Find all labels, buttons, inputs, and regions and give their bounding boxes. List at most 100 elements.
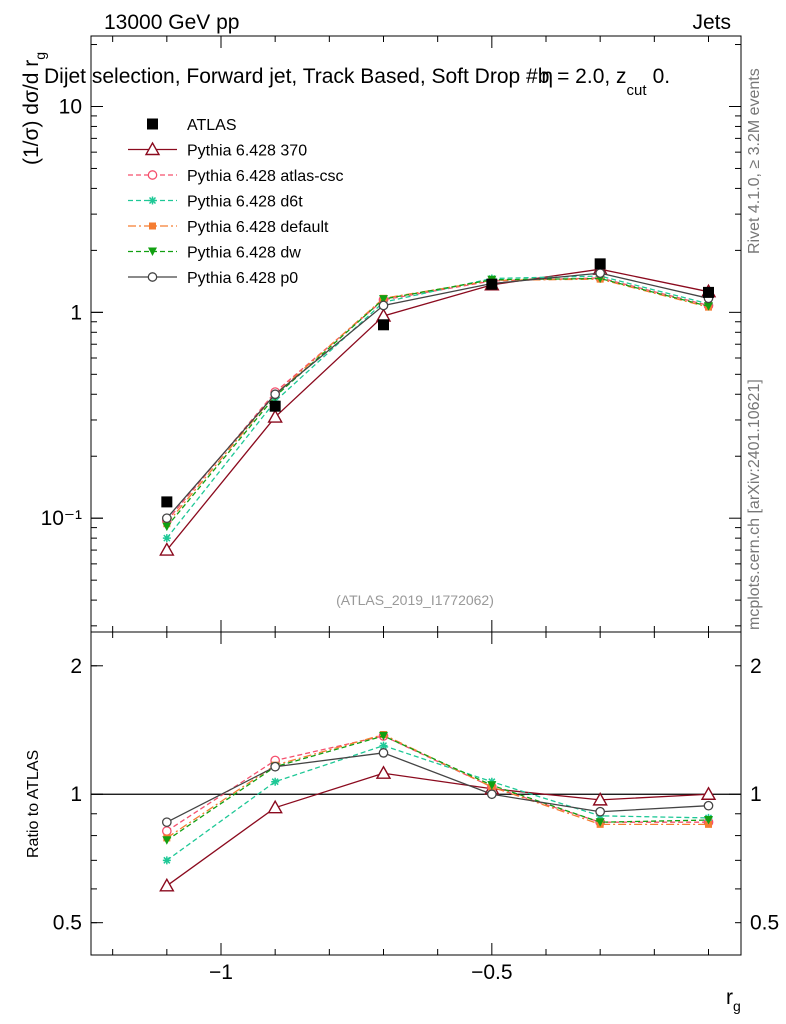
plot-title: Dijet selection, Forward jet, Track Base… — [44, 65, 670, 99]
y-tick-label-right: 2 — [750, 655, 762, 678]
legend-label: Pythia 6.428 atlas-csc — [187, 168, 344, 185]
data-point — [375, 765, 392, 779]
legend-marker — [148, 247, 157, 256]
data-point — [378, 300, 389, 311]
data-point — [270, 389, 281, 400]
series-line-pythia-6-428-p0 — [166, 272, 709, 519]
rivet-label: Rivet 4.1.0, ≥ 3.2M events — [746, 68, 763, 254]
legend-label: Pythia 6.428 dw — [187, 245, 301, 262]
series-line-pythia-6-428-d6t — [166, 744, 709, 861]
data-point — [161, 513, 172, 524]
data-point — [271, 777, 280, 786]
legend-item-atlas: ATLAS — [147, 117, 237, 134]
x-tick-label: −0.5 — [471, 961, 512, 984]
data-point — [592, 791, 608, 806]
y-tick-label: 1 — [70, 783, 82, 806]
energy-label: 13000 GeV pp — [104, 11, 239, 34]
series-pythia-6-428-p0 — [161, 748, 714, 828]
series-line-pythia-6-428-370 — [166, 268, 709, 551]
plot-title-sub: cut — [627, 82, 648, 99]
data-point — [487, 781, 497, 790]
legend-item-pythia-6-428-default: Pythia 6.428 default — [128, 219, 329, 236]
legend-label: Pythia 6.428 p0 — [187, 270, 298, 287]
data-point — [595, 268, 606, 279]
data-point — [159, 542, 175, 556]
beta-symbol: η — [541, 65, 553, 88]
series-line-pythia-6-428-dw — [166, 735, 709, 841]
y-tick-label-right: 1 — [750, 783, 762, 806]
data-point — [162, 522, 172, 532]
data-point — [704, 816, 713, 825]
ratio-panel-frame — [90, 631, 742, 956]
data-point — [270, 761, 281, 772]
series-pythia-6-428-default — [163, 275, 712, 528]
series-atlas — [161, 258, 714, 508]
data-point — [378, 319, 389, 331]
data-point — [486, 278, 498, 290]
data-point — [162, 534, 171, 543]
data-point — [594, 258, 606, 270]
data-point — [267, 409, 283, 423]
series-pythia-6-428-p0 — [161, 268, 714, 524]
plot-title-main: Dijet selection, Forward jet, Track Base… — [44, 65, 549, 88]
data-point — [269, 400, 281, 412]
series-line-pythia-6-428-atlas-csc — [166, 277, 709, 522]
series-pythia-6-428-dw — [162, 274, 713, 532]
legend-item-pythia-6-428-370: Pythia 6.428 370 — [128, 141, 307, 160]
data-point — [162, 856, 171, 865]
data-point — [162, 836, 172, 845]
ratio-y-axis-title: Ratio to ATLAS — [25, 750, 42, 858]
series-line-pythia-6-428-atlas-csc — [166, 735, 709, 832]
data-point — [378, 748, 389, 758]
series-pythia-6-428-d6t — [162, 272, 713, 543]
legend-item-pythia-6-428-d6t: Pythia 6.428 d6t — [128, 194, 303, 211]
legend-marker — [147, 272, 158, 282]
y-tick-label: 2 — [70, 655, 82, 678]
y-tick-label: 0.5 — [53, 912, 82, 935]
main-y-axis-title-sub: g — [32, 52, 48, 60]
legend-item-pythia-6-428-atlas-csc: Pythia 6.428 atlas-csc — [128, 168, 344, 185]
data-point — [379, 741, 388, 750]
legend-marker — [147, 170, 158, 180]
x-axis-title: rg — [726, 986, 741, 1014]
main-panel: 10⁻¹ 1 10 — [41, 35, 742, 633]
legend-label: Pythia 6.428 d6t — [187, 194, 303, 211]
data-point — [703, 286, 714, 298]
legend-label: Pythia 6.428 370 — [187, 143, 307, 160]
legend-item-pythia-6-428-p0: Pythia 6.428 p0 — [128, 270, 298, 287]
data-point — [161, 817, 172, 828]
plot-title-end: 0. — [653, 65, 671, 88]
series-pythia-6-428-dw — [162, 731, 713, 845]
main-y-axis-title-text: (1/σ) dσ/d r — [20, 60, 43, 165]
series-pythia-6-428-370 — [159, 765, 717, 892]
y-tick-label-right: 0.5 — [750, 912, 779, 935]
x-tick-label: −1 — [209, 961, 233, 984]
legend: ATLAS Pythia 6.428 370 Pythia 6.428 atlas-… — [128, 117, 344, 287]
y-tick-label: 10 — [59, 95, 82, 118]
x-axis-title-sub: g — [733, 998, 741, 1014]
series-line-pythia-6-428-default — [166, 278, 709, 525]
y-tick-label: 10⁻¹ — [41, 507, 82, 530]
legend-label: ATLAS — [187, 117, 237, 134]
legend-marker — [148, 196, 157, 205]
data-point — [161, 496, 173, 508]
data-point — [704, 302, 713, 311]
series-line-pythia-6-428-dw — [166, 277, 709, 528]
data-point — [703, 800, 714, 811]
ratio-panel: 0.5 0.5 1 1 2 2 −1 −0.5 — [53, 631, 779, 984]
data-point — [595, 818, 605, 827]
category-label: Jets — [692, 11, 731, 34]
data-point — [379, 295, 388, 304]
legend-marker — [147, 118, 158, 130]
series-line-pythia-6-428-default — [166, 733, 709, 839]
data-point — [159, 877, 175, 892]
data-point — [700, 786, 717, 800]
series-pythia-6-428-d6t — [162, 741, 713, 865]
analysis-tag: (ATLAS_2019_I1772062) — [336, 592, 494, 608]
series-line-pythia-6-428-d6t — [166, 275, 709, 539]
legend-item-pythia-6-428-dw: Pythia 6.428 dw — [128, 245, 301, 262]
y-tick-label: 1 — [70, 301, 82, 324]
data-point — [595, 806, 606, 817]
data-point — [161, 826, 172, 836]
